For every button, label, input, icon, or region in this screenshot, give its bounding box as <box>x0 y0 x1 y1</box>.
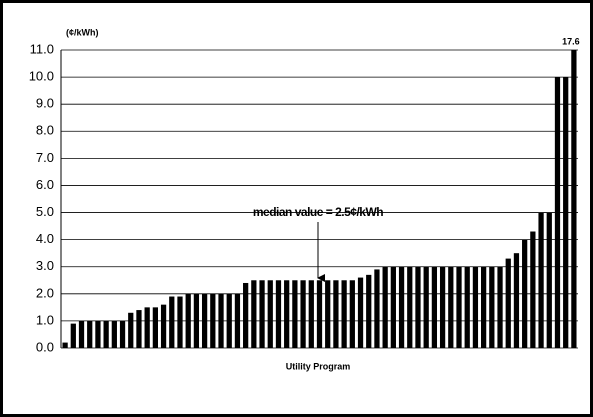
bar <box>448 266 454 348</box>
bar <box>169 296 175 348</box>
y-tick-label: 10.0 <box>29 69 54 84</box>
y-tick-label: 3.0 <box>36 258 54 273</box>
bar <box>87 320 93 348</box>
bar <box>390 266 396 348</box>
bars <box>62 50 577 348</box>
bar <box>300 280 306 348</box>
bar <box>497 266 503 348</box>
bar <box>284 280 290 348</box>
bar <box>415 266 421 348</box>
bar <box>152 307 158 348</box>
y-tick-label: 0.0 <box>36 339 54 354</box>
bar <box>325 280 331 348</box>
bar <box>193 293 200 348</box>
bar <box>349 280 355 348</box>
bar <box>398 266 405 348</box>
bar <box>128 312 134 348</box>
bar <box>357 277 364 348</box>
bar <box>439 266 446 348</box>
y-tick-label: 1.0 <box>36 312 54 327</box>
bar <box>185 293 191 348</box>
bar <box>160 304 167 348</box>
bar <box>366 274 372 348</box>
value-label: 17.6 <box>562 36 580 46</box>
bar <box>234 293 241 348</box>
bar <box>481 266 487 348</box>
bar <box>530 231 536 348</box>
y-tick-label: 5.0 <box>36 204 54 219</box>
x-axis-label: Utility Program <box>286 361 351 371</box>
bar <box>70 323 76 348</box>
y-axis-label: (¢/kWh) <box>66 27 99 37</box>
bar <box>456 266 462 348</box>
bar <box>522 239 528 348</box>
bar <box>472 266 479 348</box>
bar <box>341 280 347 348</box>
bar <box>210 293 216 348</box>
y-tick-label: 4.0 <box>36 231 54 246</box>
bar <box>259 280 265 348</box>
bar <box>423 266 429 348</box>
bar <box>554 77 561 348</box>
bar <box>243 282 249 348</box>
y-tick-label: 7.0 <box>36 150 54 165</box>
bar <box>333 280 339 348</box>
annotation: median value = 2.5¢/kWh <box>253 205 383 219</box>
y-tick-label: 2.0 <box>36 285 54 300</box>
bar <box>382 266 388 348</box>
bar <box>218 293 224 348</box>
bar <box>571 50 577 348</box>
bar <box>308 280 314 348</box>
bar <box>201 293 208 348</box>
bar <box>144 307 150 348</box>
bar <box>538 212 544 348</box>
bar <box>407 266 413 348</box>
bar <box>226 293 232 348</box>
y-tick-label: 8.0 <box>36 123 54 138</box>
bar <box>431 266 438 348</box>
bar <box>267 280 273 348</box>
bar <box>251 280 257 348</box>
bar <box>103 320 109 348</box>
bar <box>119 320 126 348</box>
bar <box>78 320 85 348</box>
y-tick-label: 6.0 <box>36 177 54 192</box>
bar <box>489 266 495 348</box>
bar <box>95 320 101 348</box>
bar <box>111 320 117 348</box>
bar <box>316 280 323 348</box>
y-tick-label: 11.0 <box>30 41 54 56</box>
bar <box>513 253 520 348</box>
bar <box>62 342 68 348</box>
y-tick-label: 9.0 <box>36 96 54 111</box>
bar <box>546 212 552 348</box>
bar <box>464 266 470 348</box>
plot-area: 0.0 1.0 2.0 3.0 4.0 5.0 6.0 7.0 8.0 9.0 10.0 11.0 <box>29 41 578 354</box>
bar <box>275 280 282 348</box>
bar <box>136 310 142 348</box>
bar <box>374 269 380 348</box>
bar <box>177 296 183 348</box>
bar <box>292 280 298 348</box>
bar <box>505 258 511 348</box>
bar <box>563 77 569 348</box>
